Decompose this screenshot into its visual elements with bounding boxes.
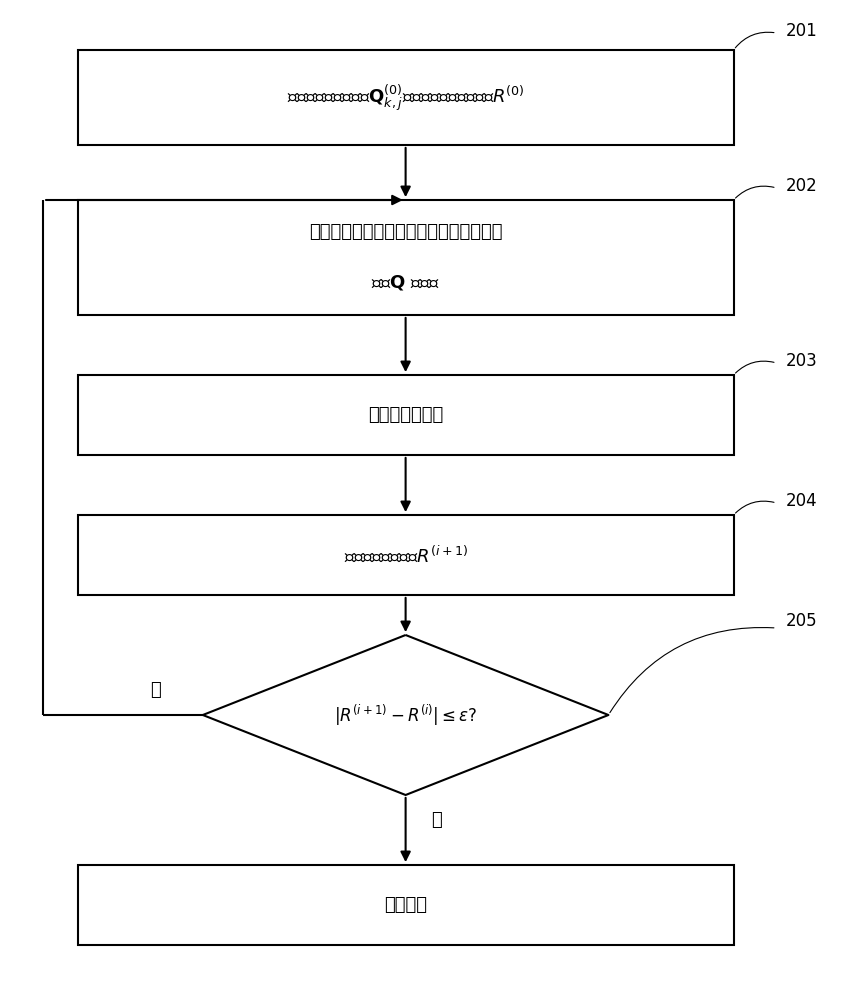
Text: 201: 201 [785,22,817,40]
Text: $|R^{(i+1)}-R^{(i)}|\leq\varepsilon$?: $|R^{(i+1)}-R^{(i)}|\leq\varepsilon$? [334,702,477,728]
Text: 求解凸优化问题: 求解凸优化问题 [368,406,444,424]
Bar [78,515,734,595]
Text: 202: 202 [785,177,817,195]
Text: 初始化功率分配矩阵$\mathbf{Q}_{k,j}^{(0)}$，并计算和速率初始值$R^{(0)}$: 初始化功率分配矩阵$\mathbf{Q}_{k,j}^{(0)}$，并计算和速率… [287,82,525,113]
Text: 否: 否 [150,681,161,699]
Bar [78,375,734,455]
Text: 计算新的和速率值$R^{(i+1)}$: 计算新的和速率值$R^{(i+1)}$ [343,545,468,565]
Text: 终止迭代: 终止迭代 [384,896,427,914]
Text: 203: 203 [785,352,817,370]
Bar [78,50,734,145]
Bar [78,200,734,315]
Text: 矩阵$\mathbf{Q}$ 的导数: 矩阵$\mathbf{Q}$ 的导数 [371,273,440,292]
Text: 是: 是 [432,811,442,829]
Polygon shape [203,635,608,795]
Text: 205: 205 [785,612,817,630]
Text: 204: 204 [785,492,817,510]
Bar [78,865,734,945]
Text: 计算和速率表达式中被减项关于功率分配: 计算和速率表达式中被减项关于功率分配 [309,223,502,241]
